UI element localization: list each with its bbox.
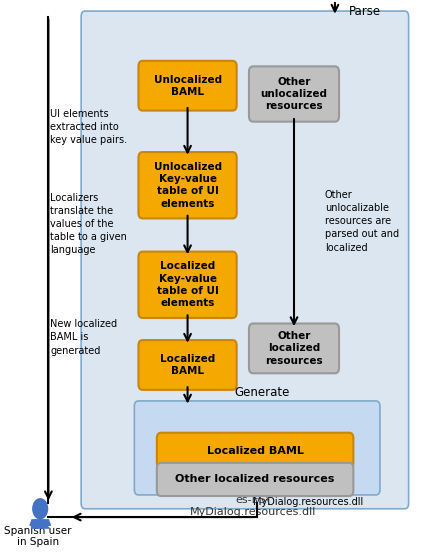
FancyBboxPatch shape	[157, 432, 353, 469]
FancyBboxPatch shape	[249, 324, 339, 373]
Polygon shape	[30, 520, 51, 525]
FancyBboxPatch shape	[139, 61, 237, 111]
Text: Other
unlocalizable
resources are
parsed out and
localized: Other unlocalizable resources are parsed…	[325, 190, 399, 253]
Text: Other
localized
resources: Other localized resources	[265, 331, 323, 366]
Text: Parse: Parse	[349, 4, 381, 18]
Text: es-ES\
MyDialog.resources.dll: es-ES\ MyDialog.resources.dll	[253, 483, 363, 507]
FancyBboxPatch shape	[249, 66, 339, 122]
Text: UI elements
extracted into
key value pairs.: UI elements extracted into key value pai…	[51, 109, 128, 145]
Text: Generate: Generate	[235, 386, 290, 399]
Circle shape	[33, 499, 48, 519]
FancyBboxPatch shape	[139, 152, 237, 218]
FancyBboxPatch shape	[81, 11, 408, 509]
Text: Other localized resources: Other localized resources	[176, 474, 335, 484]
FancyBboxPatch shape	[157, 463, 353, 496]
FancyBboxPatch shape	[139, 340, 237, 390]
FancyBboxPatch shape	[134, 401, 380, 495]
Polygon shape	[31, 520, 49, 528]
FancyBboxPatch shape	[139, 252, 237, 318]
Text: Localized
Key-value
table of UI
elements: Localized Key-value table of UI elements	[157, 261, 218, 309]
Text: Localized BAML: Localized BAML	[207, 446, 303, 456]
Text: Other
unlocalized
resources: Other unlocalized resources	[261, 77, 328, 111]
Text: Unlocalized
Key-value
table of UI
elements: Unlocalized Key-value table of UI elemen…	[153, 161, 221, 209]
Text: Unlocalized
BAML: Unlocalized BAML	[153, 75, 221, 97]
Text: Localized
BAML: Localized BAML	[160, 354, 215, 376]
Text: es-ES\
MyDialog.resources.dll: es-ES\ MyDialog.resources.dll	[190, 495, 316, 517]
Text: Spanish user
in Spain: Spanish user in Spain	[4, 525, 72, 547]
Text: New localized
BAML is
generated: New localized BAML is generated	[51, 319, 118, 356]
Text: Localizers
translate the
values of the
table to a given
language: Localizers translate the values of the t…	[51, 192, 128, 255]
